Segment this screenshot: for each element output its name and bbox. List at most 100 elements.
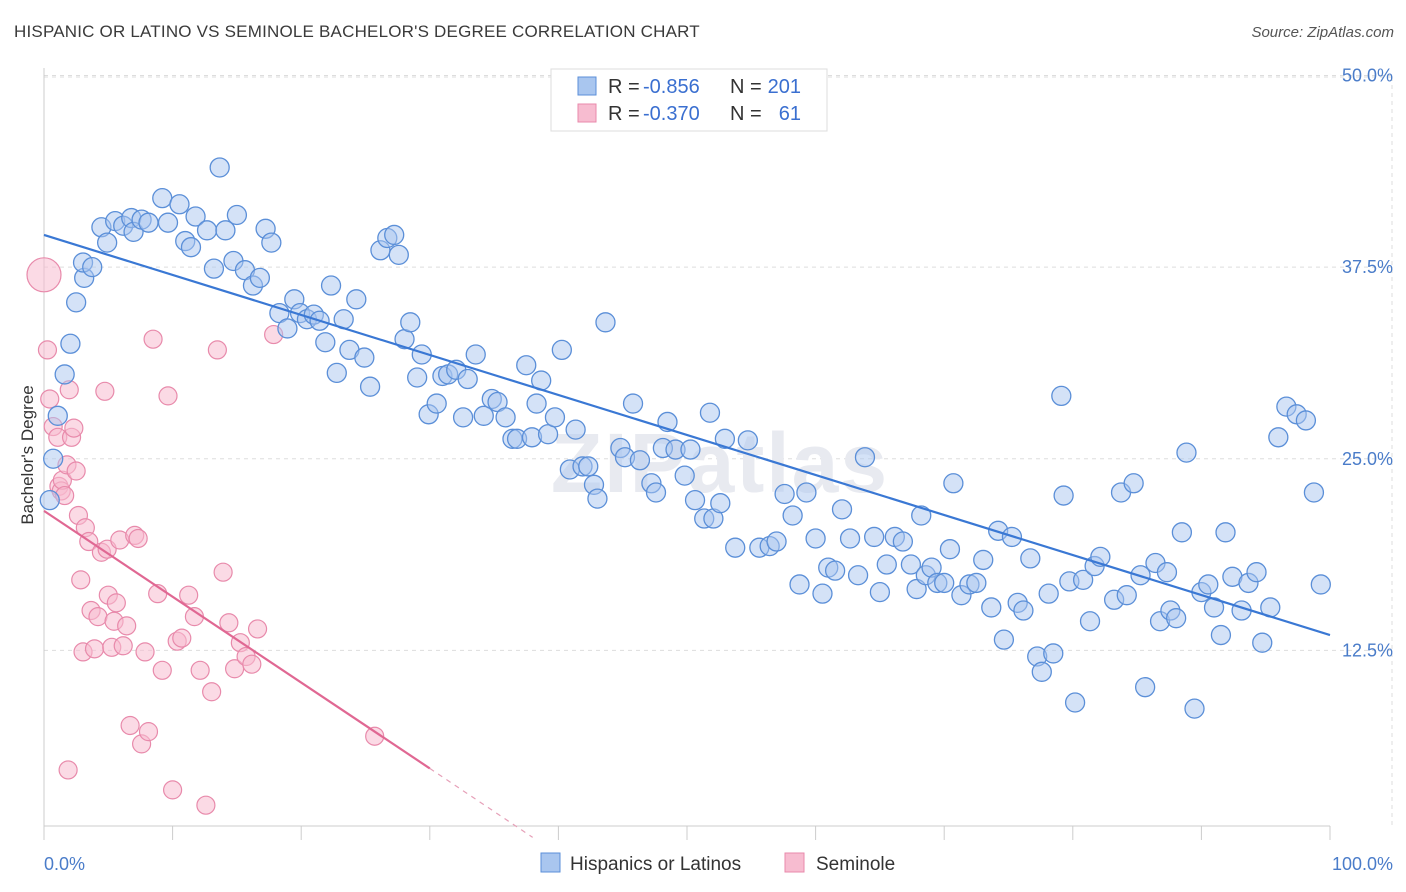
- hispanic-point: [1210, 624, 1232, 646]
- hispanic-point: [388, 244, 409, 266]
- hispanic-point: [1051, 385, 1072, 407]
- hispanic-point: [43, 448, 64, 469]
- y-tick-label-0: 12.5%: [1342, 640, 1393, 660]
- hispanic-point: [326, 362, 347, 384]
- hispanic-point: [966, 572, 987, 594]
- hispanic-point: [426, 393, 447, 414]
- hispanic-point: [805, 528, 826, 549]
- hispanic-point: [1295, 410, 1317, 431]
- seminole-point: [247, 619, 268, 639]
- hispanic-point: [1072, 569, 1094, 591]
- seminole-point: [219, 613, 239, 633]
- hispanic-point: [943, 473, 964, 494]
- hispanic-point: [66, 292, 87, 313]
- y-tick-labels: 12.5% 25.0% 37.5% 50.0%: [1342, 66, 1393, 661]
- hispanic-point: [1013, 600, 1034, 621]
- hispanic-point: [864, 526, 885, 548]
- y-tick-label-3: 50.0%: [1342, 66, 1393, 86]
- hispanic-point: [526, 393, 547, 414]
- legend: R = -0.856 N = 201 R = -0.370 N = 61: [550, 68, 828, 132]
- axes: [43, 68, 1331, 840]
- hispanic-point: [384, 224, 405, 246]
- hispanic-point: [1176, 442, 1197, 463]
- hispanic-point: [847, 565, 869, 586]
- y-tick-label-2: 37.5%: [1342, 257, 1393, 277]
- hispanic-point: [452, 407, 474, 428]
- seminole-point: [242, 654, 262, 674]
- hispanic-point: [495, 407, 516, 428]
- y-axis-title: Bachelor's Degree: [18, 385, 37, 524]
- legend-r-label-1: R =: [608, 76, 640, 98]
- x-tick-labels: 0.0% 100.0%: [44, 854, 1393, 874]
- hispanic-points: [39, 157, 1331, 719]
- hispanic-point: [39, 489, 60, 511]
- hispanic-point: [622, 393, 644, 414]
- hispanic-point: [812, 583, 833, 604]
- seminole-point: [365, 726, 385, 746]
- hispanic-point: [680, 439, 701, 460]
- bottom-legend-label-seminole: Seminole: [816, 854, 895, 875]
- seminole-point: [143, 329, 163, 349]
- hispanic-point: [796, 482, 817, 503]
- hispanic-point: [354, 347, 375, 368]
- hispanic-point: [465, 344, 486, 365]
- legend-r-label-2: R =: [608, 103, 640, 125]
- hispanic-point: [516, 355, 537, 376]
- seminole-point: [66, 461, 86, 481]
- hispanic-point: [180, 237, 202, 258]
- x-tick-label-0: 0.0%: [44, 854, 85, 874]
- hispanic-point: [1198, 574, 1219, 595]
- legend-swatch-blue: [577, 76, 597, 96]
- seminole-point: [120, 715, 140, 736]
- hispanic-point: [578, 456, 599, 477]
- legend-box: [550, 68, 828, 132]
- hispanic-point: [725, 537, 746, 558]
- hispanic-point: [185, 206, 206, 227]
- y-tick-label-1: 25.0%: [1342, 449, 1393, 469]
- legend-n-label-2: N =: [730, 103, 762, 125]
- hispanic-point: [1165, 608, 1187, 629]
- hispanic-point: [1031, 661, 1052, 682]
- hispanic-point: [346, 289, 367, 310]
- hispanic-point: [1134, 677, 1156, 698]
- bottom-legend-swatch-pink: [784, 852, 805, 873]
- hispanic-point: [1156, 562, 1178, 583]
- bottom-legend-swatch-blue: [540, 852, 561, 873]
- hispanic-trend-line: [43, 233, 1331, 637]
- legend-n-value-1: 201: [768, 76, 801, 98]
- hispanic-point: [320, 275, 342, 296]
- seminole-point: [179, 585, 199, 605]
- legend-n-label-1: N =: [730, 76, 762, 98]
- seminole-point: [88, 607, 108, 627]
- seminole-point: [58, 760, 78, 780]
- x-tick-label-1: 100.0%: [1332, 854, 1393, 874]
- seminole-point: [202, 682, 222, 702]
- hispanic-point: [911, 505, 932, 526]
- seminole-point: [117, 616, 137, 636]
- hispanic-point: [1043, 643, 1064, 664]
- hispanic-point: [277, 318, 298, 339]
- hispanic-point: [1038, 583, 1059, 604]
- hispanic-point: [196, 220, 218, 241]
- seminole-point: [152, 660, 172, 680]
- hispanic-point: [1064, 692, 1086, 713]
- hispanic-point: [473, 405, 494, 426]
- hispanic-point: [249, 267, 271, 289]
- hispanic-point: [714, 428, 736, 449]
- seminole-point: [158, 386, 178, 406]
- hispanic-point: [1020, 548, 1041, 569]
- hispanic-point: [939, 539, 961, 560]
- seminole-point: [172, 628, 192, 648]
- hispanic-point: [1079, 611, 1101, 632]
- seminole-point: [128, 528, 148, 549]
- seminole-point: [207, 340, 227, 360]
- hispanic-point: [973, 549, 994, 571]
- hispanic-point: [54, 364, 75, 385]
- hispanic-point: [892, 531, 914, 552]
- hispanic-point: [551, 339, 572, 361]
- hispanic-point: [226, 204, 248, 226]
- hispanic-point: [587, 488, 608, 509]
- hispanic-point: [537, 424, 559, 445]
- seminole-point: [106, 593, 126, 613]
- hispanic-point: [565, 419, 586, 440]
